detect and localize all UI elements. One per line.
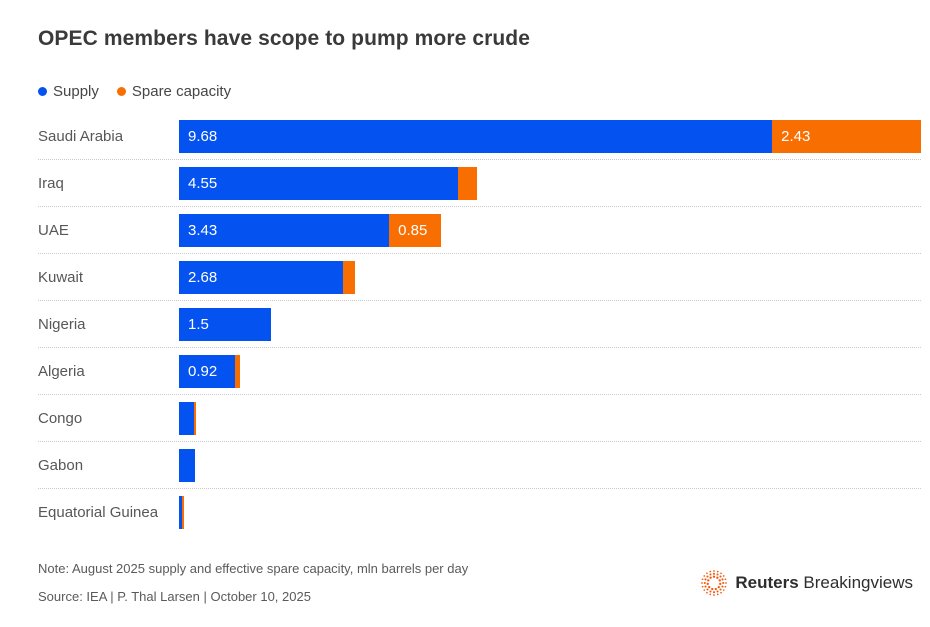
country-label: Gabon <box>38 456 84 474</box>
spare-capacity-bar-segment: 2.43 <box>772 119 921 153</box>
chart-row: Equatorial Guinea <box>38 489 921 536</box>
footer-notes: Note: August 2025 supply and effective s… <box>38 562 468 603</box>
spare-capacity-dot-icon <box>116 86 126 96</box>
spare-capacity-bar-segment <box>194 401 197 435</box>
legend-item-supply: Supply <box>38 83 99 100</box>
supply-bar-segment: 2.68 <box>179 260 344 294</box>
bar-track: 4.55 <box>179 166 921 200</box>
bar-value-label: 2.68 <box>188 268 218 286</box>
bar-value-label: 3.43 <box>188 221 218 239</box>
chart-row: Saudi Arabia 9.68 2.43 <box>38 113 921 160</box>
supply-bar-segment <box>179 448 195 482</box>
bar-track: 1.5 <box>179 307 921 341</box>
country-label: Congo <box>38 409 83 427</box>
chart-note: Note: August 2025 supply and effective s… <box>38 561 469 576</box>
legend-label-supply: Supply <box>53 82 99 100</box>
spare-capacity-bar-segment <box>457 166 477 200</box>
logo-text: Reuters Breakingviews <box>735 573 913 593</box>
bar-chart: Saudi Arabia 9.68 2.43 Iraq 4.55 UAE 3.43 0.85 K… <box>38 113 921 536</box>
logo-text-reuters: Reuters <box>735 572 799 592</box>
footer: Note: August 2025 supply and effective s… <box>38 562 921 603</box>
chart-row: Kuwait 2.68 <box>38 254 921 301</box>
country-label: Equatorial Guinea <box>38 504 159 521</box>
chart-row: Nigeria 1.5 <box>38 301 921 348</box>
spare-capacity-bar-segment <box>235 354 240 388</box>
country-label: Saudi Arabia <box>38 127 124 145</box>
bar-value-label: 4.55 <box>188 174 218 192</box>
chart-row: UAE 3.43 0.85 <box>38 207 921 254</box>
supply-bar-segment <box>179 496 183 529</box>
reuters-dotted-globe-icon <box>701 569 728 596</box>
chart-row: Iraq 4.55 <box>38 160 921 207</box>
spare-capacity-bar-segment <box>182 496 184 529</box>
spare-capacity-bar-segment <box>343 260 356 294</box>
spare-capacity-bar-segment: 0.85 <box>389 213 442 247</box>
bar-value-label: 9.68 <box>188 127 218 145</box>
country-label: Algeria <box>38 362 85 380</box>
logo-text-breakingviews: Breakingviews <box>803 572 913 592</box>
country-label: Nigeria <box>38 315 86 333</box>
supply-bar-segment: 0.92 <box>179 354 236 388</box>
supply-dot-icon <box>38 86 47 96</box>
bar-track <box>179 496 921 529</box>
country-label: Kuwait <box>38 268 84 286</box>
bar-track: 0.92 <box>179 354 921 388</box>
bar-track: 2.68 <box>179 260 921 294</box>
legend-item-spare: Spare capacity <box>116 82 232 100</box>
bar-value-label: 0.85 <box>398 221 428 239</box>
legend-label-spare: Spare capacity <box>131 82 232 100</box>
supply-bar-segment: 4.55 <box>179 166 458 200</box>
supply-bar-segment <box>179 401 195 435</box>
chart-title: OPEC members have scope to pump more cru… <box>38 27 531 50</box>
bar-value-label: 2.43 <box>781 127 811 145</box>
bar-track <box>179 401 921 435</box>
country-label: Iraq <box>38 174 64 192</box>
chart-row: Gabon <box>38 442 921 489</box>
supply-bar-segment: 1.5 <box>179 307 271 341</box>
bar-value-label: 0.92 <box>188 362 218 380</box>
chart-row: Congo <box>38 395 921 442</box>
bar-track <box>179 448 921 482</box>
chart-row: Algeria 0.92 <box>38 348 921 395</box>
bar-track: 9.68 2.43 <box>179 119 921 153</box>
supply-bar-segment: 3.43 <box>179 213 390 247</box>
bar-track: 3.43 0.85 <box>179 213 921 247</box>
supply-bar-segment: 9.68 <box>179 119 773 153</box>
legend: Supply Spare capacity <box>38 82 921 100</box>
reuters-breakingviews-logo: Reuters Breakingviews <box>700 569 913 597</box>
bar-value-label: 1.5 <box>188 315 209 333</box>
country-label: UAE <box>38 221 69 239</box>
chart-source: Source: IEA | P. Thal Larsen | October 1… <box>38 588 311 604</box>
